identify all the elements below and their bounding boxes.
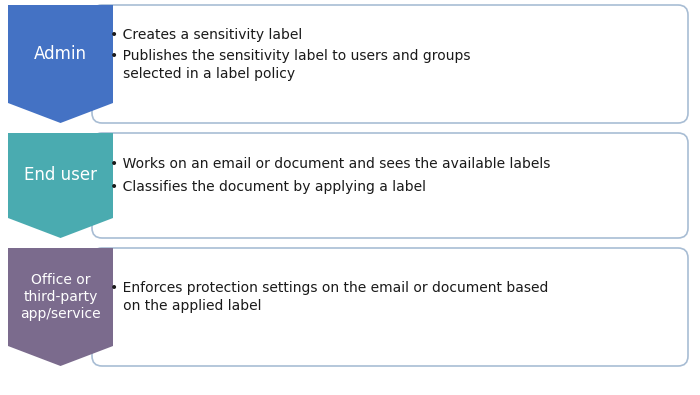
- Polygon shape: [8, 133, 113, 238]
- FancyBboxPatch shape: [92, 133, 688, 238]
- Polygon shape: [8, 5, 113, 123]
- Text: Admin: Admin: [34, 45, 87, 63]
- Text: • Creates a sensitivity label: • Creates a sensitivity label: [110, 28, 302, 42]
- FancyBboxPatch shape: [92, 5, 688, 123]
- Text: • Publishes the sensitivity label to users and groups
   selected in a label pol: • Publishes the sensitivity label to use…: [110, 49, 470, 81]
- Text: • Works on an email or document and sees the available labels: • Works on an email or document and sees…: [110, 158, 550, 171]
- Text: End user: End user: [24, 167, 97, 184]
- FancyBboxPatch shape: [92, 248, 688, 366]
- Text: Office or
third-party
app/service: Office or third-party app/service: [20, 273, 101, 321]
- Polygon shape: [8, 248, 113, 366]
- Text: • Enforces protection settings on the email or document based
   on the applied : • Enforces protection settings on the em…: [110, 281, 548, 313]
- Text: • Classifies the document by applying a label: • Classifies the document by applying a …: [110, 179, 426, 194]
